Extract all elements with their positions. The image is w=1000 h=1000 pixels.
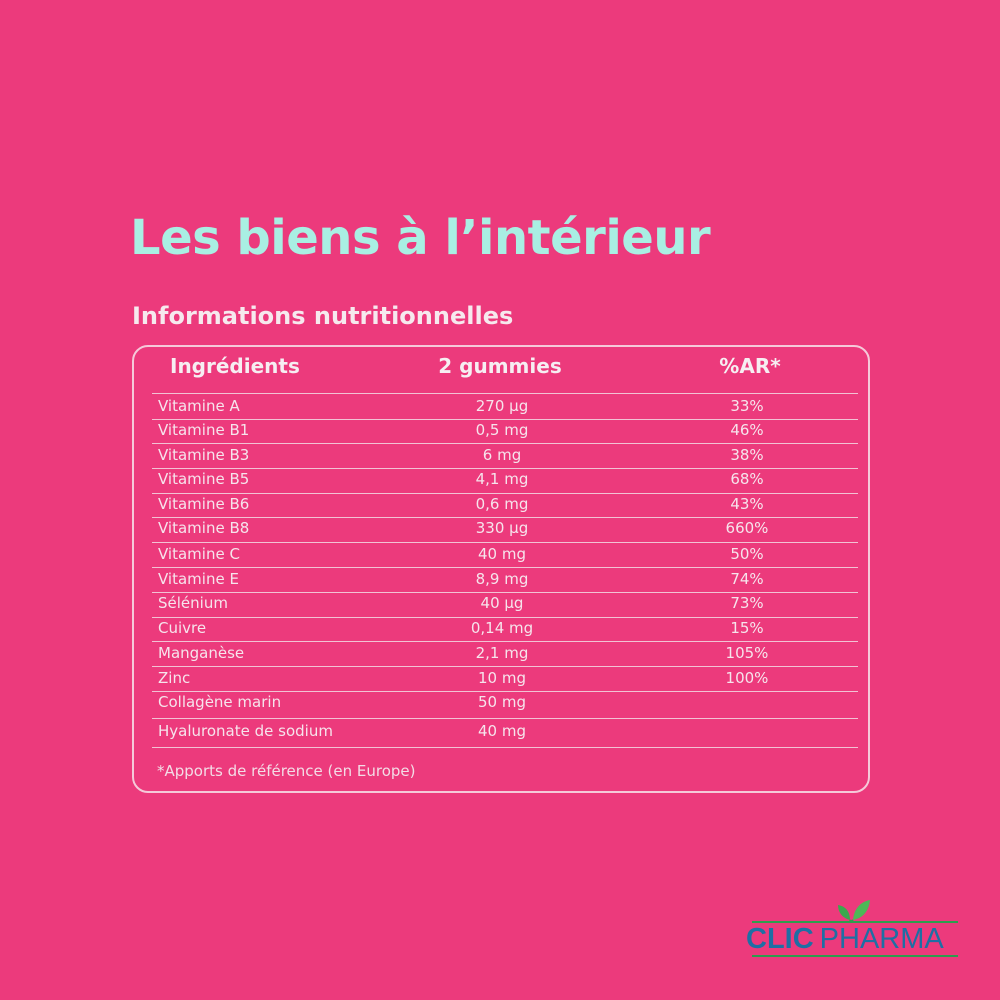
ar-cell: 15% bbox=[730, 619, 764, 637]
ar-cell: 38% bbox=[730, 446, 764, 464]
ingredient-cell: Vitamine B6 bbox=[158, 495, 250, 513]
dose-cell: 270 µg bbox=[475, 397, 529, 415]
dose-cell: 40 µg bbox=[480, 594, 524, 612]
dose-cell: 0,6 mg bbox=[475, 495, 529, 513]
page-title: Les biens à l’intérieur bbox=[130, 210, 711, 266]
table-rule bbox=[152, 419, 858, 420]
dose-cell: 50 mg bbox=[478, 693, 526, 711]
dose-cell: 4,1 mg bbox=[475, 470, 529, 488]
table-rule bbox=[152, 443, 858, 444]
dose-cell: 6 mg bbox=[482, 446, 522, 464]
ingredient-cell: Vitamine B1 bbox=[158, 421, 250, 439]
column-header-ingredients: Ingrédients bbox=[170, 354, 300, 378]
dose-cell: 40 mg bbox=[478, 545, 526, 563]
table-rule bbox=[152, 718, 858, 719]
logo-bottom-line bbox=[752, 955, 958, 957]
logo-wordmark: CLIC PHARMA bbox=[746, 924, 944, 954]
table-rule bbox=[152, 747, 858, 748]
ar-cell: 46% bbox=[730, 421, 764, 439]
table-rule bbox=[152, 517, 858, 518]
nutrition-table-panel bbox=[132, 345, 870, 793]
column-header-dose: 2 gummies bbox=[438, 354, 562, 378]
column-header-ar: %AR* bbox=[719, 354, 781, 378]
dose-cell: 330 µg bbox=[475, 519, 529, 537]
table-rule bbox=[152, 691, 858, 692]
ar-cell: 660% bbox=[725, 519, 769, 537]
table-rule bbox=[152, 542, 858, 543]
table-footnote: *Apports de référence (en Europe) bbox=[157, 762, 416, 780]
ar-cell: 33% bbox=[730, 397, 764, 415]
ingredient-cell: Vitamine A bbox=[158, 397, 240, 415]
leaf-icon bbox=[838, 900, 870, 922]
ingredient-cell: Zinc bbox=[158, 669, 191, 687]
ar-cell: 74% bbox=[730, 570, 764, 588]
ar-cell: 73% bbox=[730, 594, 764, 612]
ingredient-cell: Vitamine C bbox=[158, 545, 240, 563]
dose-cell: 40 mg bbox=[478, 722, 526, 740]
clicpharma-logo: CLIC PHARMA bbox=[746, 896, 960, 966]
ingredient-cell: Hyaluronate de sodium bbox=[158, 722, 333, 740]
table-rule bbox=[152, 666, 858, 667]
ingredient-cell: Vitamine B8 bbox=[158, 519, 250, 537]
ingredient-cell: Vitamine B3 bbox=[158, 446, 250, 464]
table-rule bbox=[152, 617, 858, 618]
dose-cell: 2,1 mg bbox=[475, 644, 529, 662]
section-subtitle: Informations nutritionnelles bbox=[132, 302, 514, 330]
logo-part-pharma: PHARMA bbox=[819, 923, 944, 955]
ingredient-cell: Vitamine E bbox=[158, 570, 239, 588]
table-rule bbox=[152, 641, 858, 642]
ingredient-cell: Cuivre bbox=[158, 619, 207, 637]
ingredient-cell: Collagène marin bbox=[158, 693, 282, 711]
table-rule bbox=[152, 393, 858, 394]
ar-cell: 43% bbox=[730, 495, 764, 513]
ingredient-cell: Manganèse bbox=[158, 644, 245, 662]
dose-cell: 10 mg bbox=[478, 669, 526, 687]
dose-cell: 0,14 mg bbox=[470, 619, 534, 637]
table-rule bbox=[152, 468, 858, 469]
ar-cell: 68% bbox=[730, 470, 764, 488]
table-rule bbox=[152, 493, 858, 494]
logo-top-line bbox=[752, 921, 958, 923]
ar-cell: 105% bbox=[725, 644, 769, 662]
dose-cell: 8,9 mg bbox=[475, 570, 529, 588]
ingredient-cell: Sélénium bbox=[158, 594, 228, 612]
ar-cell: 50% bbox=[730, 545, 764, 563]
ingredient-cell: Vitamine B5 bbox=[158, 470, 250, 488]
dose-cell: 0,5 mg bbox=[475, 421, 529, 439]
logo-part-clic: CLIC bbox=[746, 923, 814, 955]
ar-cell: 100% bbox=[725, 669, 769, 687]
table-rule bbox=[152, 592, 858, 593]
table-rule bbox=[152, 567, 858, 568]
